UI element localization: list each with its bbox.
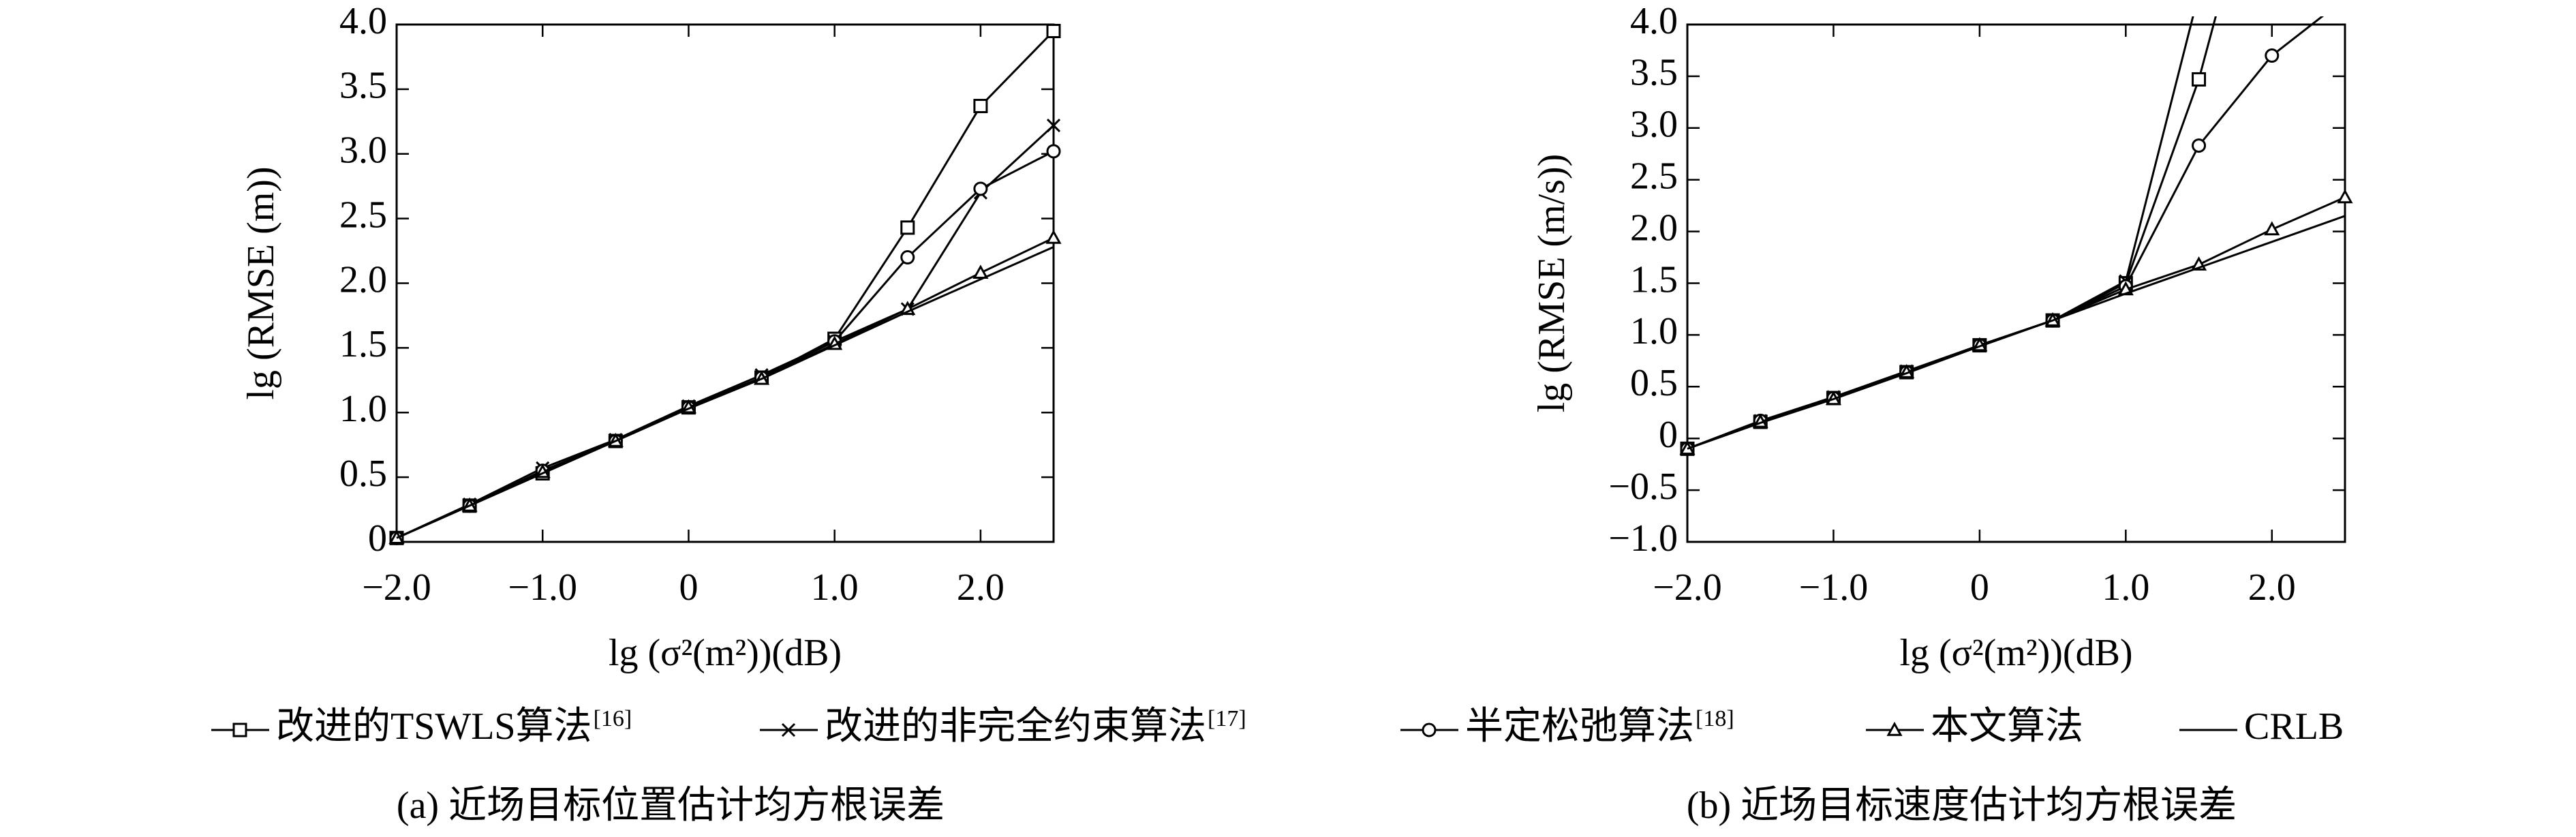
y-tick-label: 0 <box>1659 414 1678 456</box>
x-tick-label: 2.0 <box>2248 566 2296 609</box>
caption: (a) 近场目标位置估计均方根误差 <box>397 785 945 827</box>
marker <box>2264 221 2280 236</box>
series-line <box>1687 196 2346 450</box>
marker <box>1886 721 1903 736</box>
y-tick-label: 1.5 <box>339 323 387 365</box>
y-tick-label: 2.5 <box>1630 155 1678 198</box>
y-tick-label: 0.5 <box>339 453 387 495</box>
plot-area <box>388 23 1062 545</box>
marker <box>2265 48 2280 63</box>
x-tick-label: −1.0 <box>508 566 577 609</box>
x-tick-label: −2.0 <box>1653 566 1722 609</box>
series-line <box>396 245 1054 539</box>
y-tick-label: 3.0 <box>339 130 387 172</box>
plot-frame <box>1686 23 2346 543</box>
legend-label: 半定松弛算法 <box>1465 705 1694 748</box>
legend: 改进的TSWLS算法 [16] 改进的非完全约束算法 [17] 半定松弛算法 [18] 本文… <box>211 705 2344 748</box>
x-axis-title: lg (σ²(m²))(dB) <box>609 632 842 674</box>
series-line <box>396 150 1054 539</box>
y-tick-label: −0.5 <box>1608 466 1678 508</box>
x-axis-title: lg (σ²(m²))(dB) <box>1899 632 2132 674</box>
marker <box>2337 189 2353 204</box>
marker <box>900 250 915 265</box>
marker <box>781 722 796 737</box>
legend-label: 改进的非完全约束算法 <box>825 705 1206 748</box>
y-tick-label: 0 <box>368 517 387 560</box>
y-tick-label: 1.0 <box>339 388 387 430</box>
y-tick-label: 4.0 <box>1630 0 1678 42</box>
marker <box>973 99 988 114</box>
y-tick-label: −1.0 <box>1608 517 1678 560</box>
y-tick-label: 2.0 <box>339 258 387 301</box>
plot-area <box>1679 0 2353 456</box>
series-line <box>396 124 1055 539</box>
y-tick-label: 1.0 <box>1630 310 1678 352</box>
legend-ref: [17] <box>1208 706 1246 731</box>
y-tick-label: 3.0 <box>1630 104 1678 146</box>
y-axis-title: lg (RMSE (m/s)) <box>1531 154 1573 413</box>
x-tick-label: 1.0 <box>811 566 859 609</box>
x-tick-label: −1.0 <box>1799 566 1869 609</box>
series-line <box>1687 16 2217 450</box>
x-tick-label: 0 <box>1970 566 1989 609</box>
x-tick-label: −2.0 <box>362 566 431 609</box>
y-tick-label: 4.0 <box>339 0 387 42</box>
y-tick-label: 0.5 <box>1630 362 1678 404</box>
marker <box>1422 722 1437 737</box>
marker <box>232 722 247 737</box>
plot-frame <box>395 23 1055 543</box>
series-line <box>1687 16 2194 450</box>
marker <box>1046 23 1061 38</box>
chart: −1.0 −0.5 0 0.5 1.0 1.5 2.0 2.5 3.0 3.5 4.0 −2.0 −1.… <box>1531 0 2353 827</box>
legend-ref: [16] <box>594 706 632 731</box>
legend-label: 本文算法 <box>1931 705 2083 748</box>
legend-ref: [18] <box>1696 706 1734 731</box>
y-tick-label: 3.5 <box>1630 52 1678 94</box>
y-tick-label: 1.5 <box>1630 258 1678 301</box>
chart: 0 0.5 1.0 1.5 2.0 2.5 3.0 3.5 4.0 −2.0 −1.0 0 1.0 2.0… <box>240 0 1062 827</box>
series-line <box>1687 16 2325 450</box>
series-line <box>1687 215 2346 450</box>
series-line <box>396 237 1054 539</box>
legend-label: 改进的TSWLS算法 <box>276 705 592 748</box>
marker <box>2339 0 2351 5</box>
legend-label: CRLB <box>2244 705 2344 748</box>
marker <box>1045 229 1062 244</box>
marker <box>2192 138 2207 153</box>
marker <box>1046 118 1061 133</box>
marker <box>2192 72 2207 87</box>
marker <box>972 264 989 279</box>
caption: (b) 近场目标速度估计均方根误差 <box>1687 785 2237 827</box>
y-tick-label: 2.5 <box>339 194 387 236</box>
x-tick-label: 0 <box>679 566 698 609</box>
y-tick-label: 2.0 <box>1630 207 1678 249</box>
marker <box>1046 144 1061 159</box>
x-tick-label: 1.0 <box>2102 566 2149 609</box>
y-tick-label: 3.5 <box>339 65 387 107</box>
marker <box>900 220 915 235</box>
y-axis-title: lg (RMSE (m)) <box>240 166 282 399</box>
x-tick-label: 2.0 <box>957 566 1005 609</box>
marker <box>973 181 988 196</box>
